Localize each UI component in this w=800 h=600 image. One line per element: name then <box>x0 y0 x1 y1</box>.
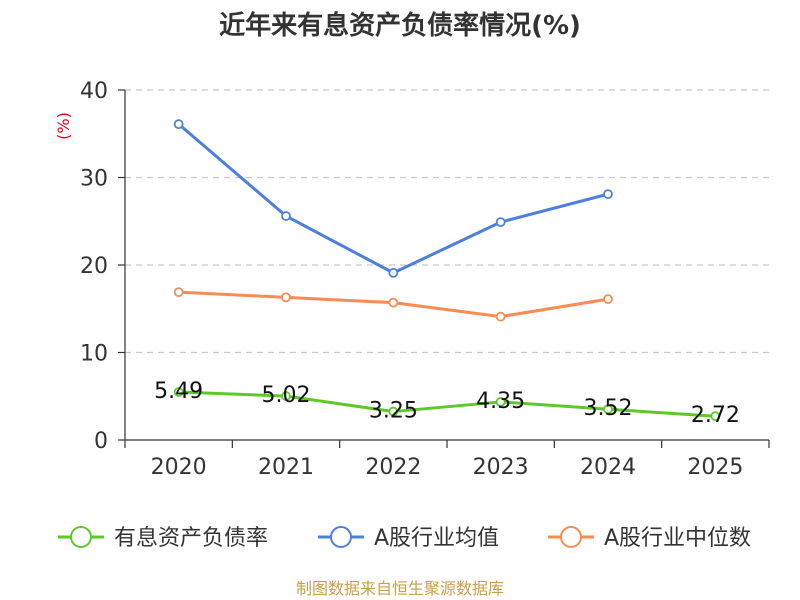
y-tick-label-0: 0 <box>94 429 108 454</box>
series-line-1 <box>177 122 609 275</box>
series-2 <box>173 287 613 322</box>
data-point-2-2020 <box>173 287 184 298</box>
axes: 0 10 20 30 40 2020 2021 2022 2023 2024 2025 <box>80 79 770 480</box>
legend-marker-2 <box>560 526 582 548</box>
legend-label-2: A股行业中位数 <box>604 526 751 551</box>
x-tick-label-2020: 2020 <box>151 455 207 480</box>
y-tick-label-30: 30 <box>80 167 108 192</box>
data-point-0-2024 <box>603 404 613 415</box>
data-point-2-2023 <box>495 311 506 322</box>
series-0 <box>173 387 721 422</box>
data-point-0-2020 <box>173 387 184 397</box>
data-labels: 5.49 5.02 3.25 4.35 3.52 2.72 <box>154 379 740 428</box>
data-label-2024: 3.52 <box>584 396 633 421</box>
legend-item-0: 有息资产负债率 <box>58 526 268 551</box>
data-label-2021: 5.02 <box>262 383 311 408</box>
x-tick-label-2021: 2021 <box>258 455 314 480</box>
legend-label-0: 有息资产负债率 <box>114 526 268 551</box>
data-point-1-2023 <box>495 217 506 228</box>
data-point-2-2024 <box>603 294 613 305</box>
y-tick-label-20: 20 <box>80 254 108 279</box>
data-point-1-2021 <box>281 211 291 221</box>
legend-item-2: A股行业中位数 <box>548 526 751 551</box>
data-point-1-2024 <box>603 189 613 200</box>
data-point-0-2025 <box>710 411 721 422</box>
y-tick-label-10: 10 <box>80 342 108 367</box>
x-tick-label-2025: 2025 <box>687 455 743 480</box>
data-point-0-2021 <box>281 391 291 401</box>
legend-item-1: A股行业均值 <box>318 526 499 551</box>
chart-title: 近年来有息资产负债率情况(%) <box>219 10 581 41</box>
series-line-0 <box>178 390 716 418</box>
legend-marker-0 <box>70 526 92 548</box>
data-label-2025: 2.72 <box>691 403 740 428</box>
y-tick-label-40: 40 <box>80 79 108 104</box>
y-axis-unit-label: (%) <box>54 112 73 140</box>
x-tick-label-2024: 2024 <box>580 455 636 480</box>
data-point-1-2022 <box>388 267 399 278</box>
data-label-2020: 5.49 <box>154 379 203 404</box>
series-layer <box>173 119 721 422</box>
legend-label-1: A股行业均值 <box>374 526 499 551</box>
x-tick-label-2022: 2022 <box>365 455 421 480</box>
data-point-2-2021 <box>281 292 291 303</box>
legend: 有息资产负债率 A股行业均值 A股行业中位数 <box>58 526 751 551</box>
grid-lines <box>125 89 769 354</box>
legend-marker-1 <box>330 526 352 548</box>
data-label-2022: 3.25 <box>369 399 418 424</box>
series-1 <box>173 119 613 278</box>
data-point-0-2023 <box>495 397 506 407</box>
x-tick-label-2023: 2023 <box>473 455 529 480</box>
data-point-0-2022 <box>388 406 399 417</box>
source-note: 制图数据来自恒生聚源数据库 <box>296 579 504 598</box>
data-point-2-2022 <box>388 297 399 308</box>
data-label-2023: 4.35 <box>476 389 525 414</box>
data-point-1-2020 <box>173 119 184 130</box>
